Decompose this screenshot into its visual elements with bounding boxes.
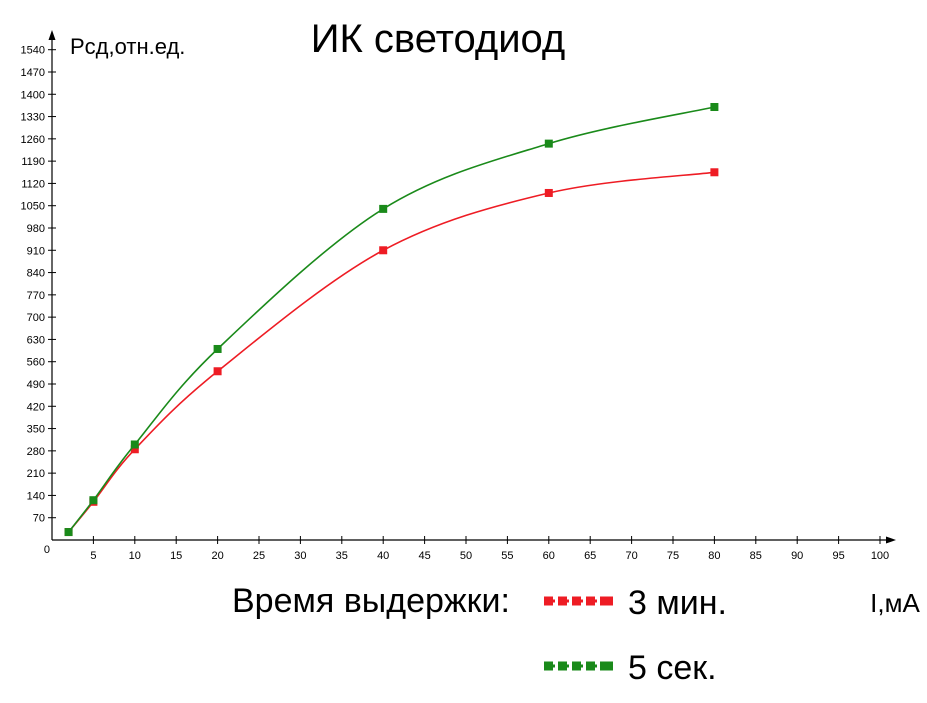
legend-label: 3 мин.	[628, 584, 727, 622]
legend-swatch-marker	[604, 596, 613, 606]
x-tick-label: 10	[129, 550, 141, 562]
y-tick-label: 1400	[21, 89, 45, 101]
x-tick-label: 30	[294, 550, 306, 562]
x-tick-label: 40	[377, 550, 389, 562]
y-tick-label: 350	[27, 424, 45, 436]
data-point	[544, 188, 553, 197]
legend-entry-0: 3 мин.	[544, 584, 727, 622]
data-point	[64, 528, 73, 537]
series-line	[67, 171, 715, 533]
data-point	[89, 496, 98, 505]
data-point	[213, 344, 222, 353]
x-tick-label: 80	[708, 550, 720, 562]
y-tick-label: 560	[27, 357, 45, 369]
series-layer	[64, 103, 719, 537]
x-axis-arrow	[886, 536, 896, 544]
data-point	[213, 367, 222, 376]
series-1	[64, 103, 719, 537]
x-tick-label: 100	[871, 550, 889, 562]
y-tick-label: 1190	[21, 156, 45, 168]
y-tick-label: 1470	[21, 67, 45, 79]
y-axis-arrow	[48, 30, 56, 40]
y-tick-label: 420	[27, 401, 45, 413]
y-tick-label: 1050	[21, 201, 45, 213]
x-tick-label: 95	[832, 550, 844, 562]
x-tick-label: 20	[211, 550, 223, 562]
y-tick-label: 140	[27, 490, 45, 502]
x-tick-label: 50	[460, 550, 472, 562]
x-tick-label: 55	[501, 550, 513, 562]
legend-swatch-marker	[586, 596, 595, 606]
y-tick-label: 1260	[21, 134, 45, 146]
data-point	[710, 103, 719, 112]
x-tick-label: 35	[336, 550, 348, 562]
x-tick-label: 70	[625, 550, 637, 562]
legend-swatch-marker	[572, 661, 581, 671]
y-tick-label: 980	[27, 223, 45, 235]
y-tick-label: 910	[27, 245, 45, 257]
y-tick-label: 1120	[21, 178, 45, 190]
y-tick-label: 490	[27, 379, 45, 391]
data-point	[379, 246, 388, 255]
legend-swatch-marker	[544, 596, 553, 606]
legend-swatch-marker	[544, 661, 553, 671]
x-origin-label: 0	[44, 544, 50, 556]
data-point	[710, 168, 719, 177]
y-tick-label: 280	[27, 446, 45, 458]
axis-ticks: 5 10 15 20 25 30 35 40 45 50 55 60 65 70 75 80 85 90 95 100…	[21, 45, 890, 562]
y-tick-label: 700	[27, 312, 45, 324]
x-tick-label: 75	[667, 550, 679, 562]
y-tick-label: 210	[27, 468, 45, 480]
legend-entry-1: 5 сек.	[544, 649, 717, 687]
x-tick-label: 5	[90, 550, 96, 562]
x-axis-label: I,мА	[870, 588, 920, 618]
x-tick-label: 65	[584, 550, 596, 562]
data-point	[130, 445, 139, 454]
series-line	[67, 106, 715, 533]
y-tick-label: 70	[33, 513, 45, 525]
data-point	[544, 139, 553, 148]
series-0	[64, 168, 719, 537]
y-tick-label: 1330	[21, 112, 45, 124]
x-tick-label: 15	[170, 550, 182, 562]
chart-title: ИК светодиод	[311, 17, 566, 61]
x-tick-label: 90	[791, 550, 803, 562]
x-tick-label: 25	[253, 550, 265, 562]
data-point	[379, 204, 388, 213]
data-point	[130, 440, 139, 449]
y-tick-label: 840	[27, 268, 45, 280]
y-tick-label: 1540	[21, 45, 45, 57]
legend-title: Время выдержки:	[232, 582, 510, 620]
legend: 3 мин. 5 сек.	[544, 584, 727, 687]
legend-label: 5 сек.	[628, 649, 717, 687]
legend-swatch-marker	[558, 661, 567, 671]
legend-swatch-marker	[586, 661, 595, 671]
x-tick-label: 45	[418, 550, 430, 562]
legend-swatch-marker	[604, 661, 613, 671]
y-axis-label: Pсд,отн.ед.	[70, 34, 185, 59]
legend-swatch-marker	[558, 596, 567, 606]
legend-swatch-marker	[572, 596, 581, 606]
x-tick-label: 60	[543, 550, 555, 562]
x-tick-label: 85	[750, 550, 762, 562]
y-tick-label: 770	[27, 290, 45, 302]
y-tick-label: 630	[27, 334, 45, 346]
